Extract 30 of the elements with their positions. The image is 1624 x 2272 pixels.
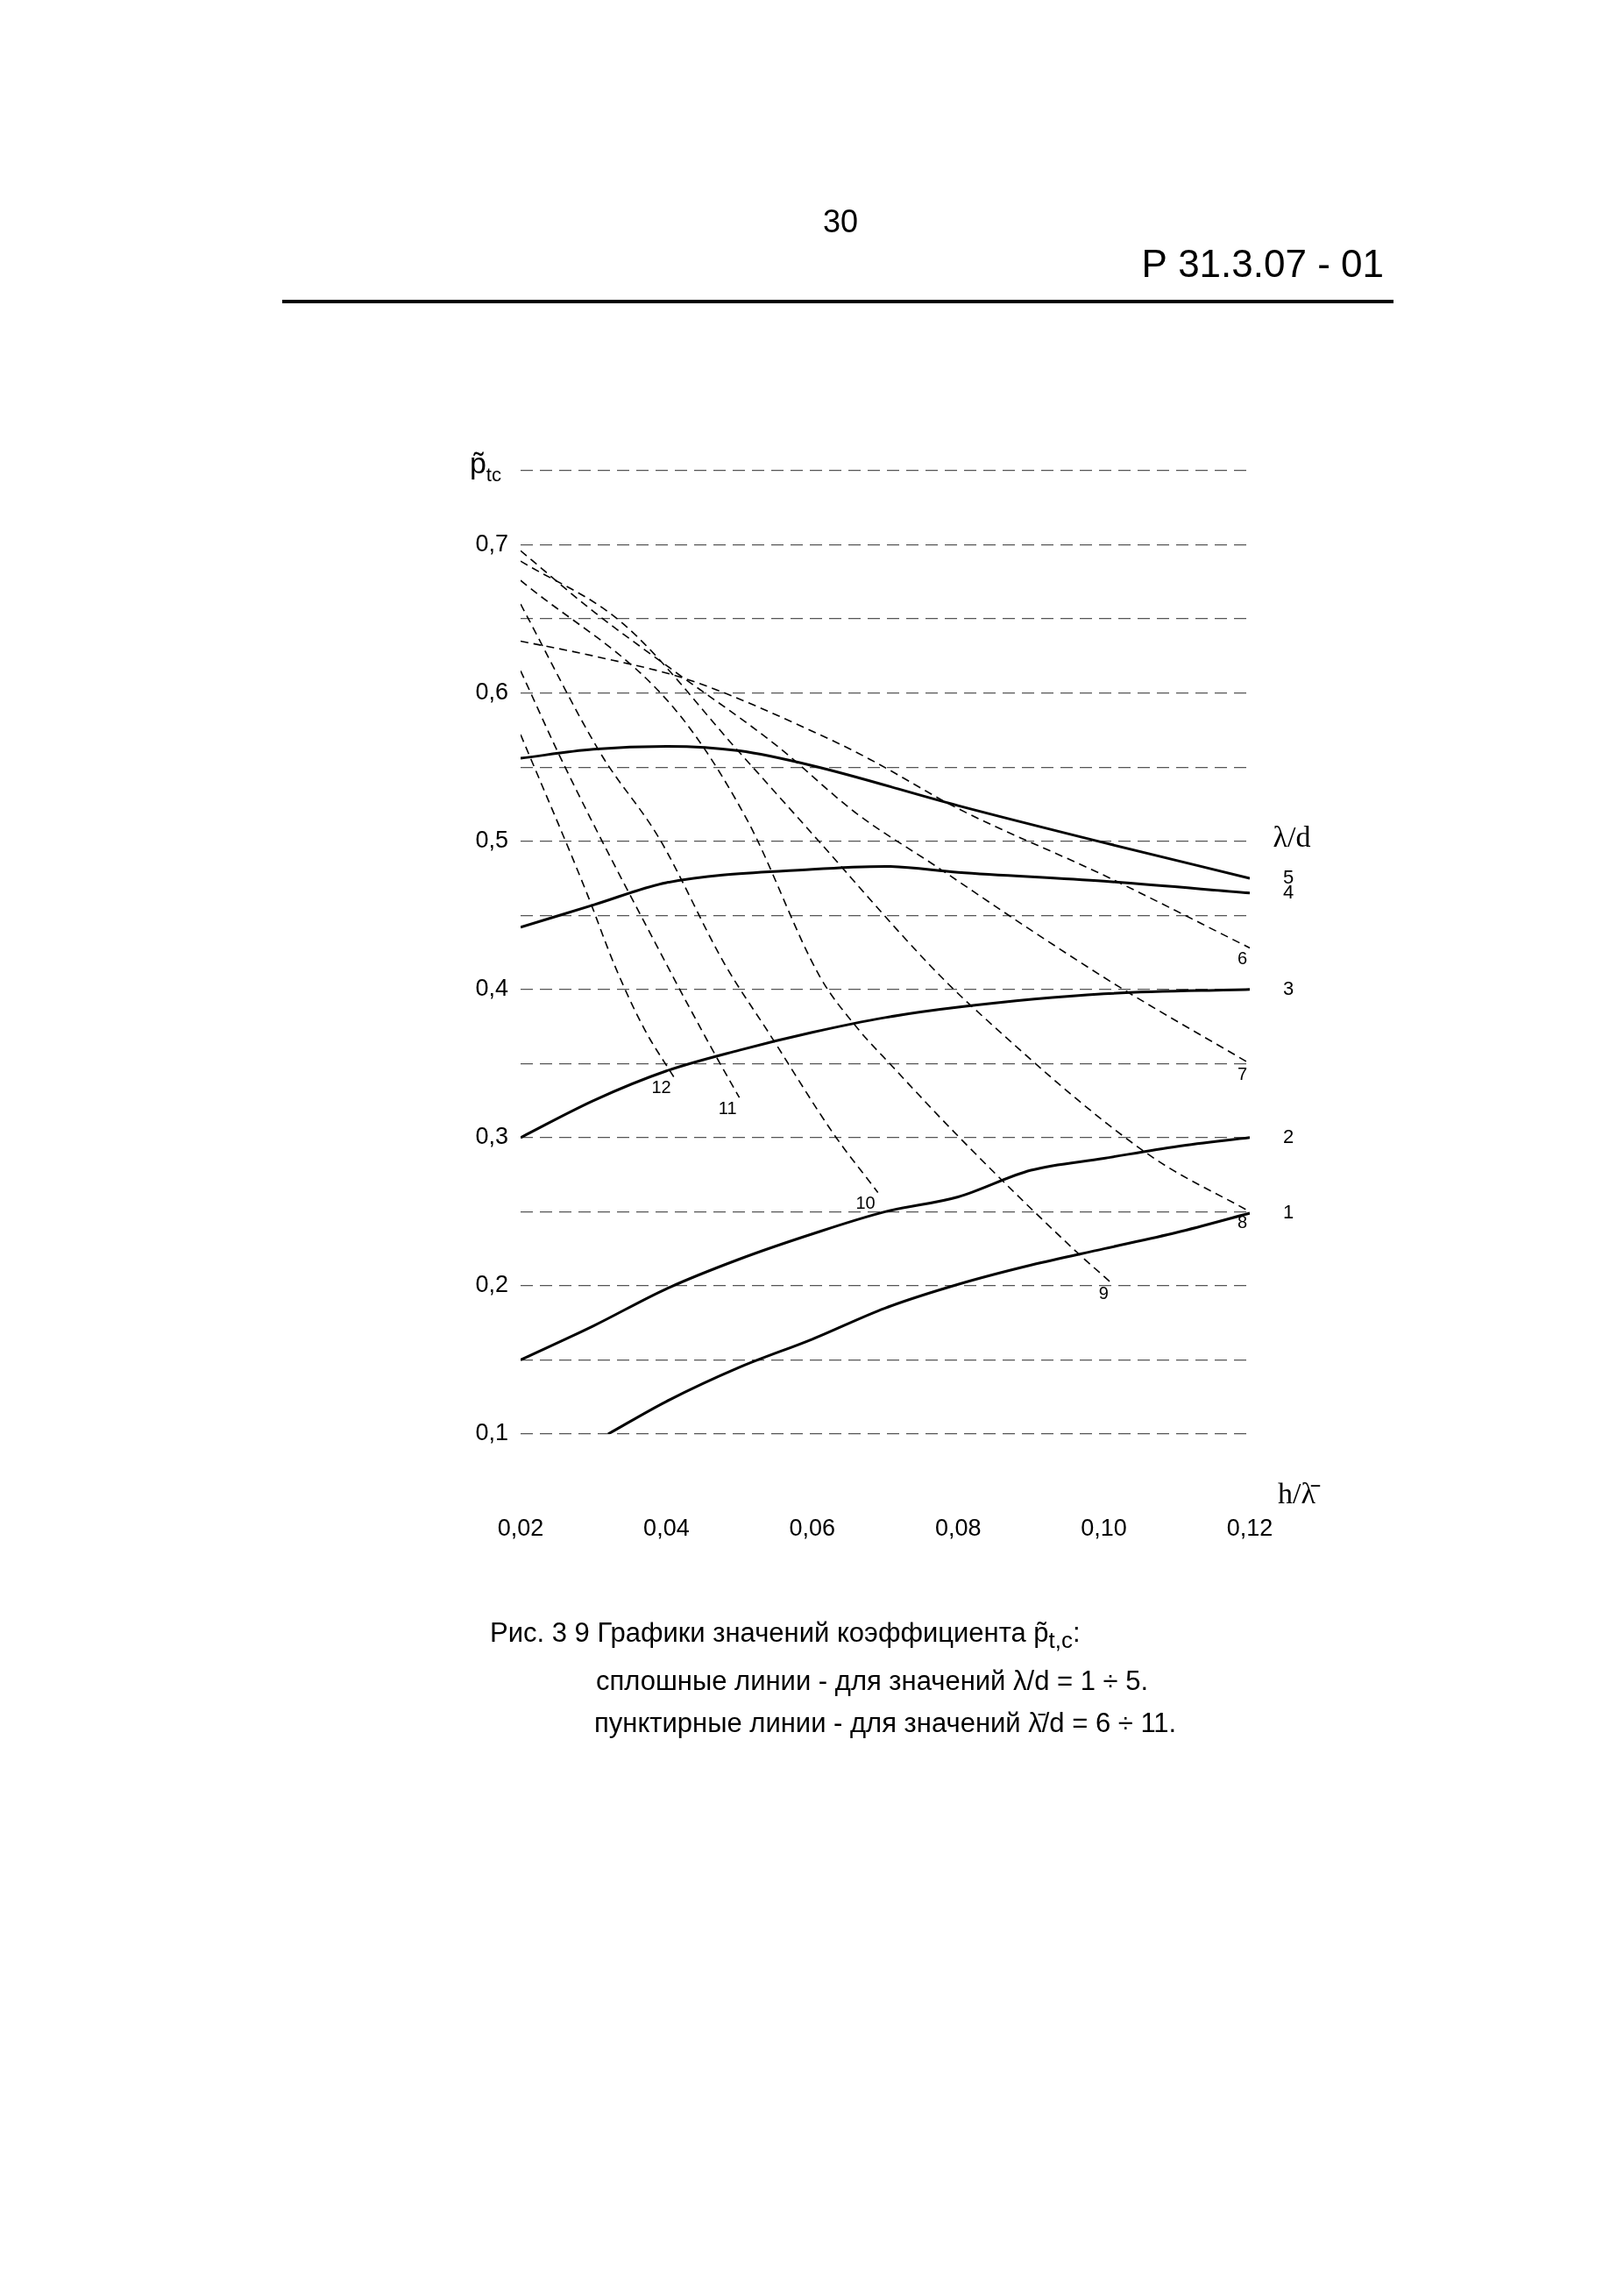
series-label: 6 xyxy=(1237,948,1247,968)
y-tick-label: 0,3 xyxy=(475,1123,508,1150)
series-label: 12 xyxy=(651,1077,671,1097)
text: пунктирные линии - для значений λ̄/d = 6 ÷ 11. xyxy=(594,1708,1177,1739)
y-tick-label: 0,1 xyxy=(475,1419,508,1446)
series-label: 1 xyxy=(1282,1201,1294,1224)
x-tick-label: 0,04 xyxy=(643,1514,690,1541)
x-tick-label: 0,12 xyxy=(1226,1514,1273,1541)
y-tick-label: 0,4 xyxy=(475,975,508,1002)
text: 30 xyxy=(821,203,859,240)
series-label: 8 xyxy=(1237,1211,1247,1232)
x-axis-title: h/λ̄ xyxy=(1278,1476,1321,1509)
series-label: 10 xyxy=(855,1192,876,1212)
y-tick-label: 0,7 xyxy=(475,529,508,557)
series-label: 11 xyxy=(718,1097,737,1118)
series-label: 3 xyxy=(1282,976,1294,999)
legend-title: λ/d xyxy=(1273,820,1311,853)
y-tick-label: 0,5 xyxy=(475,827,508,854)
x-tick-label: 0,06 xyxy=(789,1514,836,1541)
x-tick-label: 0,08 xyxy=(934,1514,982,1541)
text: сплошные линии - для значений λ/d = 1 ÷ 5. xyxy=(596,1665,1149,1697)
x-tick-label: 0,10 xyxy=(1081,1514,1127,1541)
series-label: 2 xyxy=(1282,1125,1294,1147)
text: Р 31.3.07 - 01 xyxy=(1141,242,1384,286)
x-tick-label: 0,02 xyxy=(497,1514,544,1541)
y-tick-label: 0,6 xyxy=(475,678,508,706)
series-label: 7 xyxy=(1237,1063,1247,1083)
series-label: 9 xyxy=(1098,1283,1109,1303)
y-tick-label: 0,2 xyxy=(475,1271,508,1298)
text: Рис. 3 9 Графики значений коэффициента p̃$_{t,c}$: xyxy=(490,1617,1081,1654)
